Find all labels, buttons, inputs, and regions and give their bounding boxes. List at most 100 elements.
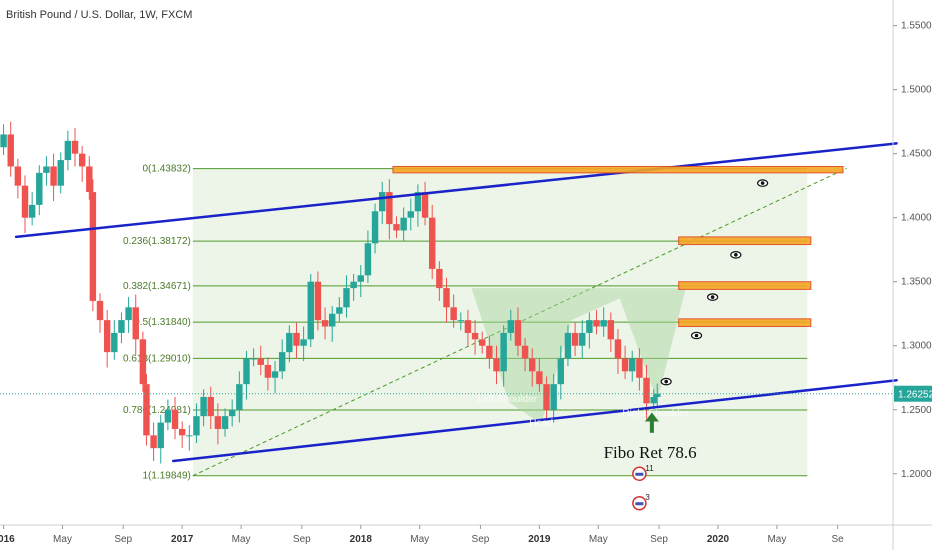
candle-body[interactable] (78, 153, 86, 167)
candle-body[interactable] (378, 192, 386, 212)
candle-body[interactable] (171, 409, 179, 429)
candle-body[interactable] (157, 422, 164, 449)
candle-body[interactable] (586, 320, 593, 333)
candle-body[interactable] (207, 396, 214, 417)
candle-body[interactable] (132, 307, 139, 340)
trend-line-lower-channel[interactable] (171, 379, 898, 463)
candle-body[interactable] (600, 320, 607, 327)
candle-body[interactable] (125, 307, 132, 321)
candle-body[interactable] (557, 358, 565, 385)
candle-body[interactable] (521, 345, 529, 359)
candle-body[interactable] (307, 281, 314, 340)
candle-body[interactable] (293, 332, 300, 346)
candle-body[interactable] (186, 435, 193, 437)
candle-body[interactable] (493, 358, 500, 372)
candle-body[interactable] (507, 320, 515, 333)
candle-body[interactable] (314, 281, 322, 321)
candle-body[interactable] (243, 358, 250, 385)
candle-body[interactable] (464, 320, 472, 333)
candle-body[interactable] (178, 428, 186, 436)
candle-body[interactable] (36, 172, 43, 205)
candle-body[interactable] (343, 288, 350, 308)
candle-body[interactable] (200, 396, 207, 417)
candle-body[interactable] (421, 192, 429, 218)
candle-body[interactable] (278, 352, 286, 372)
candle-body[interactable] (14, 166, 22, 186)
resistance-box[interactable] (392, 165, 844, 174)
candle-body[interactable] (621, 358, 629, 372)
candle-body[interactable] (300, 339, 307, 346)
candle-body[interactable] (536, 371, 543, 385)
candle-body[interactable] (336, 307, 343, 314)
eye-icon[interactable] (757, 179, 769, 187)
candle-body[interactable] (71, 140, 79, 154)
candle-body[interactable] (407, 211, 414, 218)
candle-body[interactable] (139, 339, 147, 385)
candle-body[interactable] (214, 416, 222, 429)
candle-body[interactable] (64, 140, 72, 161)
candle-body[interactable] (7, 134, 14, 167)
candle-body[interactable] (529, 358, 536, 372)
candle-body[interactable] (457, 320, 465, 322)
eye-icon[interactable] (730, 251, 742, 259)
candle-body[interactable] (28, 204, 36, 218)
candle-body[interactable] (236, 384, 243, 410)
candle-body[interactable] (21, 185, 29, 218)
candle-body[interactable] (350, 281, 357, 289)
candle-body[interactable] (221, 416, 229, 429)
candle-body[interactable] (414, 192, 422, 212)
resistance-box[interactable] (678, 318, 812, 328)
candle-body[interactable] (371, 211, 379, 244)
candle-body[interactable] (500, 332, 507, 372)
candle-body[interactable] (86, 166, 93, 193)
candle-body[interactable] (471, 332, 479, 340)
candle-body[interactable] (357, 275, 364, 282)
candle-body[interactable] (486, 345, 493, 359)
candle-body[interactable] (264, 364, 272, 378)
candle-body[interactable] (96, 300, 104, 321)
resistance-box[interactable] (678, 236, 812, 246)
candle-body[interactable] (428, 217, 436, 269)
head-shoulders-pattern[interactable] (471, 288, 686, 424)
economic-event-icon[interactable]: 11 (632, 464, 654, 482)
candle-body[interactable] (143, 384, 150, 436)
candle-body[interactable] (57, 160, 64, 186)
eye-icon[interactable] (690, 331, 703, 340)
candle-body[interactable] (564, 332, 572, 359)
candle-body[interactable] (579, 332, 586, 346)
candle-body[interactable] (321, 320, 329, 327)
resistance-box[interactable] (678, 281, 812, 290)
candle-body[interactable] (250, 358, 257, 360)
eye-icon[interactable] (660, 377, 672, 386)
candle-body[interactable] (164, 409, 172, 423)
candle-body[interactable] (650, 396, 657, 404)
candle-body[interactable] (228, 409, 236, 417)
eye-icon[interactable] (707, 293, 719, 301)
candle-body[interactable] (386, 192, 393, 225)
candle-body[interactable] (593, 320, 600, 327)
candle-body[interactable] (328, 313, 336, 327)
candle-body[interactable] (393, 224, 400, 231)
candle-body[interactable] (479, 339, 486, 346)
candle-body[interactable] (643, 377, 650, 404)
candle-body[interactable] (636, 358, 643, 378)
candle-body[interactable] (614, 339, 622, 359)
candle-body[interactable] (111, 332, 118, 353)
economic-event-icon[interactable]: 3 (632, 493, 651, 511)
candle-body[interactable] (607, 320, 615, 340)
fibo-trend-dashed[interactable] (192, 167, 847, 477)
candle-body[interactable] (50, 166, 57, 186)
candle-body[interactable] (257, 358, 264, 365)
candle-body[interactable] (271, 371, 279, 378)
candle-body[interactable] (0, 134, 7, 148)
candle-body[interactable] (89, 192, 97, 301)
candle-body[interactable] (443, 288, 450, 308)
candle-body[interactable] (514, 320, 522, 346)
candle-body[interactable] (43, 166, 50, 173)
candle-body[interactable] (436, 268, 443, 289)
candle-body[interactable] (118, 320, 125, 333)
candle-body[interactable] (450, 307, 457, 321)
candle-body[interactable] (654, 393, 661, 397)
candle-body[interactable] (193, 416, 200, 436)
candle-body[interactable] (103, 320, 111, 353)
